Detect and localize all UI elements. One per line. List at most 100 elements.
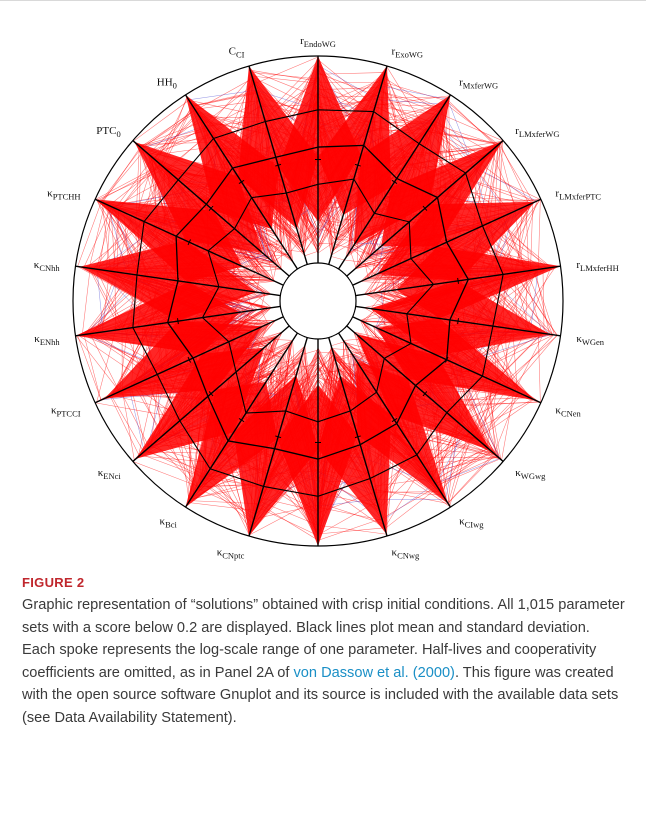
mean-std-lines	[132, 109, 504, 497]
spoke-tick	[422, 205, 428, 211]
spoke-tick	[187, 356, 191, 363]
spoke-density-band	[377, 201, 536, 281]
spoke-tick	[275, 163, 282, 167]
spoke-label: rMxferWG	[459, 76, 498, 90]
spoke-tick	[187, 239, 191, 246]
spoke-label: rLMxferWG	[515, 125, 559, 139]
spoke-tick	[208, 205, 214, 211]
spoke-labels: rEndoWGrExoWGrMxferWGrLMxferWGrLMxferPTC…	[34, 35, 619, 561]
spoke-label-base: κ	[306, 557, 312, 561]
spoke-label-sub: WGwg	[521, 471, 546, 481]
spoke-label-base: r	[576, 259, 580, 271]
spoke-label-sub: CI	[236, 50, 245, 60]
spoke-label: κENhh	[34, 333, 60, 347]
spoke-label: κCNptc	[217, 546, 245, 560]
spoke-tick	[354, 163, 361, 167]
spoke-label: rLMxferHH	[576, 259, 618, 273]
caption-text-part2: . This figure was created with the open …	[22, 664, 619, 726]
spoke-label-sub: WGen	[582, 337, 605, 347]
spoke-tick	[238, 179, 245, 185]
spoke-tick	[391, 417, 398, 423]
spoke-label-sub: LMxferHH	[580, 263, 619, 273]
spoke-label-base: κ	[47, 188, 53, 200]
spoke-label-sub: CNhh	[39, 263, 60, 273]
spoke-label-sub: 0	[116, 129, 120, 139]
spoke-label: PTC0	[96, 125, 120, 139]
spoke-label: rLMxferPTC	[555, 188, 601, 202]
spoke-label-sub: CNwg	[397, 550, 420, 560]
spoke-label-base: C	[229, 46, 236, 58]
spoke-label-base: κ	[34, 259, 40, 271]
spoke-label: κPTCCI	[51, 404, 81, 418]
boundary-circles	[72, 55, 564, 547]
spoke-label-sub: PTCHH	[53, 192, 81, 202]
spoke-label-sub: ENci	[103, 471, 121, 481]
spoke-label: κCNwg	[392, 546, 420, 560]
spoke-label: κBci	[160, 516, 178, 530]
spoke-label: κCNen	[555, 404, 581, 418]
spoke-label-base: r	[515, 125, 519, 137]
spoke-label-base: r	[300, 35, 304, 47]
mean-line	[166, 144, 470, 460]
spoke-label: κCNhh	[34, 259, 61, 273]
spoke-label-sub: CNptc	[222, 550, 244, 560]
spoke-label-base: κ	[576, 333, 582, 345]
spoke-label-base: PTC	[96, 125, 116, 137]
inner-circle	[279, 262, 357, 340]
spoke-label: κWGwg	[515, 467, 546, 481]
spoke-label-base: r	[555, 188, 559, 200]
spoke-tick	[208, 391, 214, 397]
spoke-label-base: κ	[515, 467, 521, 479]
spoke-tick	[391, 179, 398, 185]
spoke-tick	[422, 391, 428, 397]
spoke-label-sub: Bci	[165, 520, 177, 530]
spoke-label-base: κ	[51, 404, 57, 416]
spoke-label: rExoWG	[392, 46, 424, 60]
spoke-label: κENci	[98, 467, 122, 481]
spoke-label-sub: ENhh	[40, 337, 61, 347]
spoke-label-base: r	[392, 46, 396, 58]
spoke-density-band	[185, 94, 279, 229]
radar-chart: rEndoWGrExoWGrMxferWGrLMxferWGrLMxferPTC…	[34, 35, 619, 561]
spoke-label: κCIwg	[459, 516, 484, 530]
spoke-label-sub: LMxferPTC	[559, 192, 601, 202]
spoke-axes	[75, 56, 561, 546]
caption-text: Graphic representation of “solutions” ob…	[22, 594, 626, 729]
spoke-label-base: κ	[217, 546, 223, 558]
spoke-label: κWGen	[576, 333, 604, 347]
mean-plus-std-line	[132, 109, 504, 497]
spoke-label-sub: PTCCI	[56, 408, 80, 418]
mean-minus-std-line	[201, 178, 435, 423]
spoke-tick	[457, 318, 459, 325]
spoke-label: CCI	[229, 46, 245, 60]
spoke-label-base: κ	[160, 516, 166, 528]
spoke-label-base: κ	[34, 333, 40, 345]
spoke-density-band	[104, 321, 263, 399]
spoke-label-base: r	[459, 76, 463, 88]
spoke-label-sub: EndoWG	[304, 39, 336, 49]
spoke-density-band	[238, 65, 318, 229]
figure-label: FIGURE 2	[22, 575, 85, 590]
spoke-label: κCIptc	[306, 557, 331, 561]
spoke-label-sub: CNen	[561, 408, 582, 418]
spoke-tick	[457, 277, 459, 284]
spoke-tick	[354, 435, 361, 439]
spoke-label-base: κ	[98, 467, 104, 479]
spoke-label-base: κ	[392, 546, 398, 558]
citation-link[interactable]: von Dassow et al. (2000)	[293, 664, 455, 681]
spoke-label: rEndoWG	[300, 35, 336, 49]
spoke-tick	[275, 435, 282, 439]
outer-circle	[72, 55, 564, 547]
spoke-label-sub: LMxferWG	[519, 129, 560, 139]
caption-text-part1: Graphic representation of “solutions” ob…	[22, 597, 625, 681]
spoke-label-base: HH	[157, 76, 173, 88]
spoke-label: HH0	[157, 76, 177, 90]
spoke-label-sub: ExoWG	[395, 50, 423, 60]
spoke-label-sub: MxferWG	[463, 80, 498, 90]
spoke-label-sub: CIwg	[465, 520, 485, 530]
spoke-label-base: κ	[459, 516, 465, 528]
spoke-tick	[177, 318, 179, 325]
spoke-tick	[238, 417, 245, 423]
spoke-label-base: κ	[555, 404, 561, 416]
